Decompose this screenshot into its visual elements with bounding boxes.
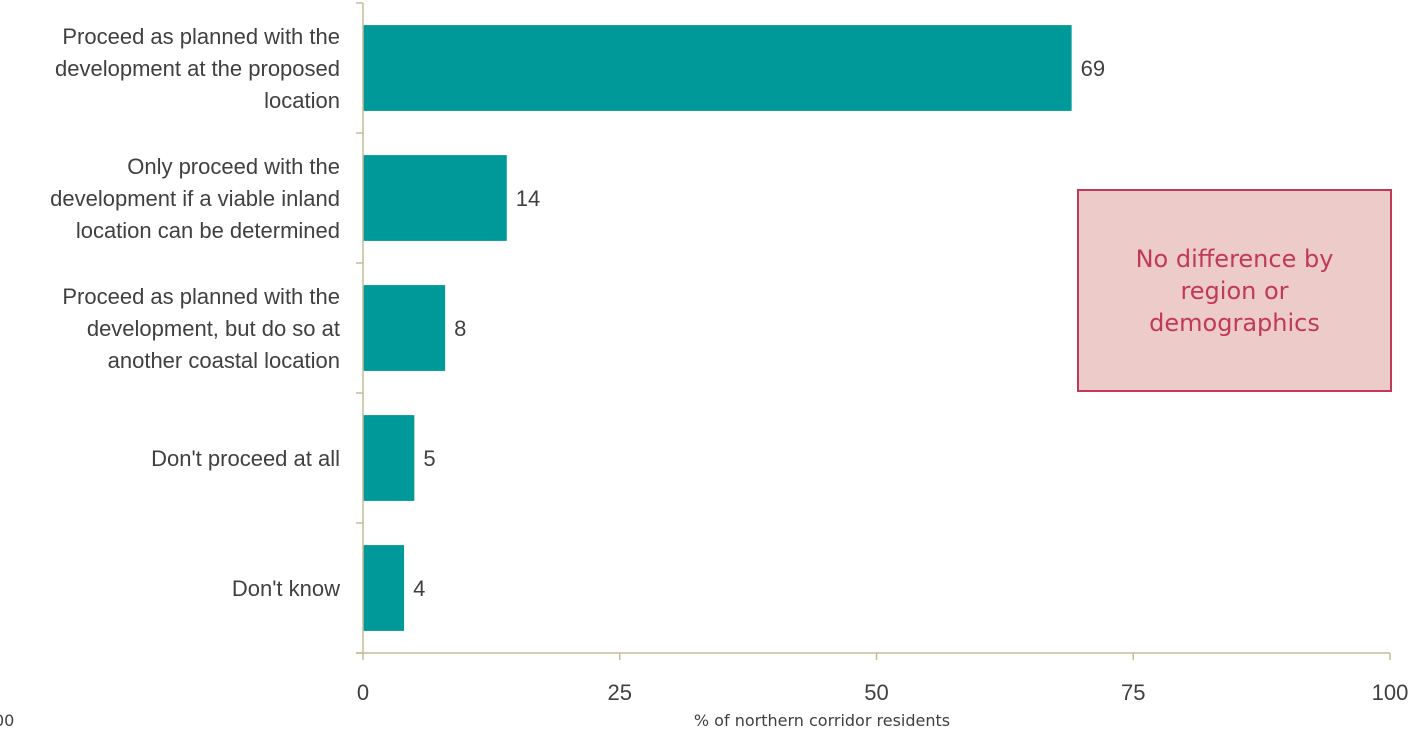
x-tick-label-1: 25 — [608, 680, 632, 705]
bar-3 — [363, 415, 415, 501]
value-labels: 69 14 8 5 4 — [413, 56, 1105, 601]
annotation-callout: No difference by region or demographics — [1077, 189, 1392, 392]
value-label-1: 14 — [516, 186, 540, 211]
tick-labels: 0 25 50 75 100 — [357, 680, 1408, 705]
bar-0 — [363, 25, 1072, 111]
value-label-2: 8 — [454, 316, 466, 341]
corner-note: 00 — [0, 711, 14, 730]
bars — [363, 25, 1072, 631]
category-label-3: Don't proceed at all — [151, 446, 340, 471]
value-label-3: 5 — [423, 446, 435, 471]
x-axis-title: % of northern corridor residents — [694, 711, 950, 730]
x-tick-label-0: 0 — [357, 680, 369, 705]
value-label-0: 69 — [1081, 56, 1105, 81]
value-label-4: 4 — [413, 576, 425, 601]
category-label-0: Proceed as planned with the development a… — [55, 24, 340, 113]
x-tick-label-3: 75 — [1121, 680, 1145, 705]
annotation-text: No difference by region or demographics — [1135, 244, 1334, 337]
bar-4 — [363, 545, 405, 631]
x-tick-label-4: 100 — [1372, 680, 1409, 705]
x-tick-label-2: 50 — [864, 680, 888, 705]
category-label-1: Only proceed with the development if a vi… — [50, 154, 340, 243]
bar-2 — [363, 285, 446, 371]
axes — [356, 2, 1391, 660]
category-label-4: Don't know — [232, 576, 340, 601]
category-label-2: Proceed as planned with the development, … — [62, 284, 340, 373]
category-labels: Proceed as planned with the development a… — [50, 24, 340, 601]
bar-1 — [363, 155, 507, 241]
